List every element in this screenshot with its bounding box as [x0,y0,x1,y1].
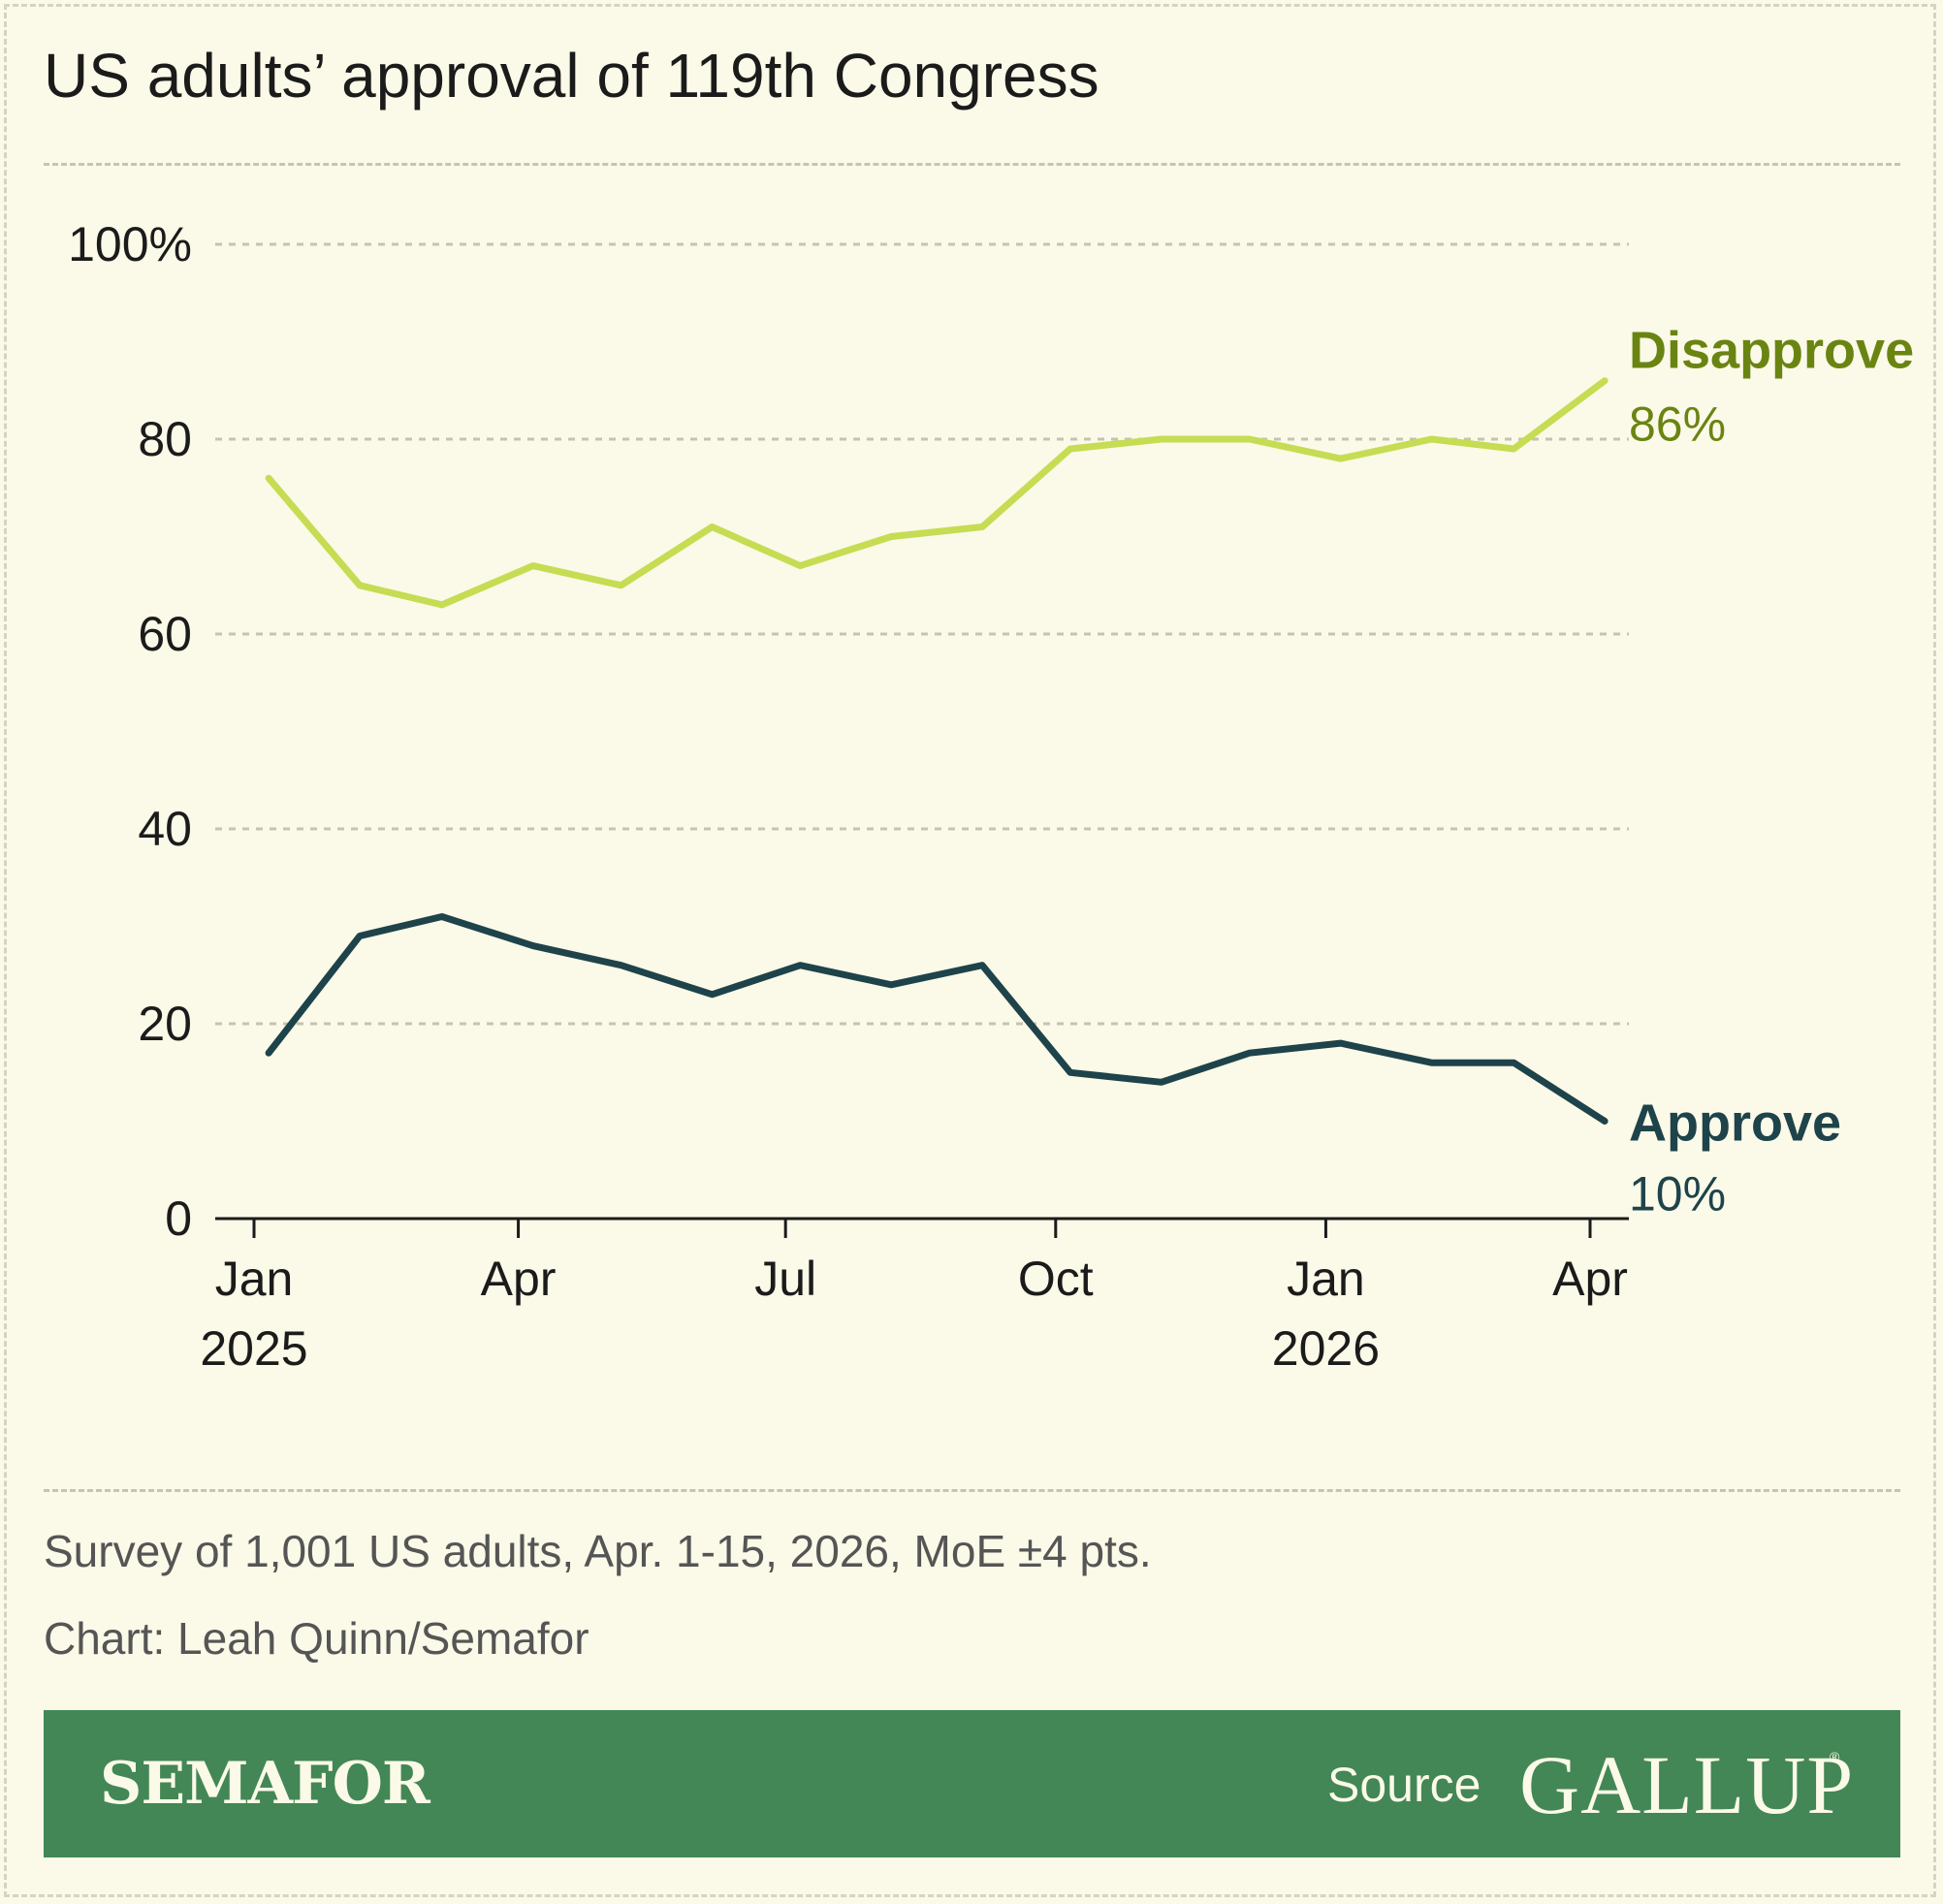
x-tick-label: Jul [754,1252,816,1306]
x-tick-label: Oct [1018,1252,1094,1306]
top-divider [44,163,1900,166]
x-tick-year-label: 2026 [1272,1321,1380,1376]
x-tick-label: Apr [1552,1252,1628,1306]
y-tick-label: 0 [165,1191,192,1246]
series-value-approve: 10% [1629,1167,1726,1222]
series-line-approve [265,913,1609,1125]
gallup-logo: GALLUP [1519,1738,1855,1831]
series-value-disapprove: 86% [1629,397,1726,452]
footer-bar: SEMAFOR Source GALLUP ® [44,1710,1900,1857]
series-line-disapprove [265,377,1609,609]
y-tick-label: 100% [68,217,192,271]
bottom-divider [44,1489,1900,1492]
chart-credit: Chart: Leah Quinn/Semafor [44,1613,589,1664]
y-tick-label: 60 [138,607,192,661]
chart-title: US adults’ approval of 119th Congress [44,41,1099,111]
x-tick-label: Jan [1287,1252,1365,1306]
source-label: Source [1327,1758,1481,1812]
series-label-approve: Approve [1629,1095,1841,1153]
x-tick-label: Apr [481,1252,557,1306]
x-tick-year-label: 2025 [200,1321,307,1376]
y-tick-label: 20 [138,997,192,1051]
semafor-logo: SEMAFOR [100,1750,430,1818]
y-tick-label: 40 [138,802,192,856]
survey-note: Survey of 1,001 US adults, Apr. 1-15, 20… [44,1526,1152,1576]
chart-frame [4,4,1936,1897]
line-chart: 0 20 40 60 80 100% Jan 2025 Apr Jul Oct Jan 2026 Apr D… [68,217,1914,1376]
series-label-disapprove: Disapprove [1629,322,1914,380]
gallup-registered-mark: ® [1830,1749,1840,1764]
x-tick-label: Jan [215,1252,294,1306]
y-tick-label: 80 [138,412,192,466]
